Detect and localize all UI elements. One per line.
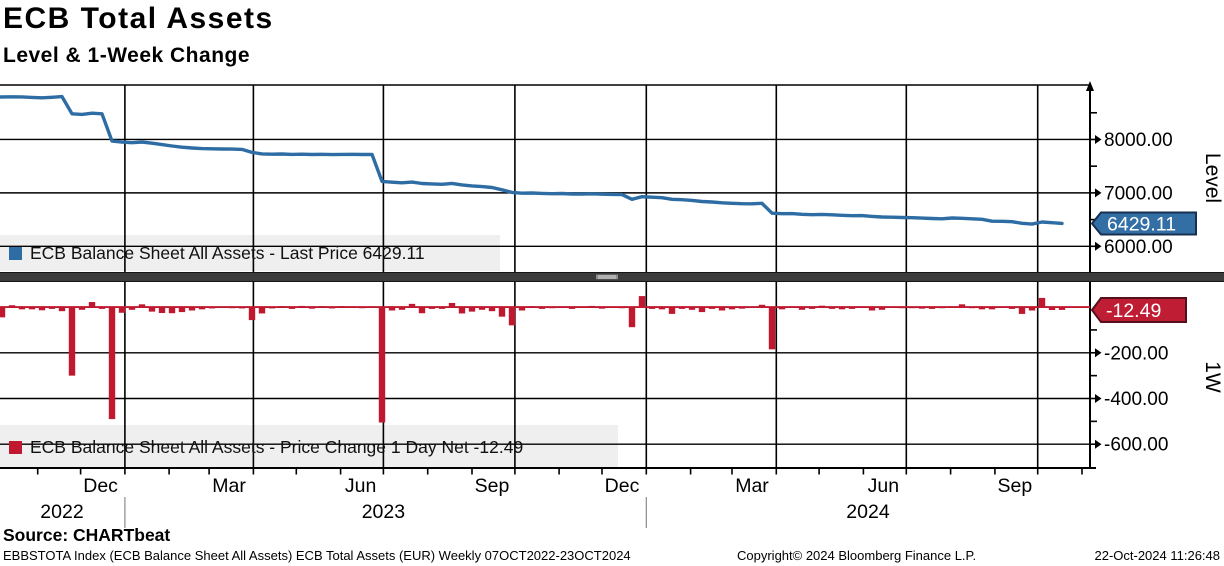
level-legend-swatch-icon (9, 247, 22, 260)
separator-drag-handle-icon[interactable] (596, 274, 618, 280)
change-axis-title: 1W (1201, 361, 1224, 393)
svg-text:Sep: Sep (475, 475, 510, 497)
footer-copyright: Copyright© 2024 Bloomberg Finance L.P. (737, 548, 977, 563)
svg-text:7000.00: 7000.00 (1104, 183, 1173, 204)
source-line: Source: CHARTbeat (3, 525, 171, 545)
bottom-axis-ticks: Dec Mar Jun Sep Dec Mar Jun Sep 2022 2023 2024 (36, 468, 1083, 528)
change-bars-series (0, 296, 1090, 423)
svg-text:Mar: Mar (735, 475, 769, 497)
svg-text:-200.00: -200.00 (1104, 343, 1168, 364)
level-badge: 6429.11 (1090, 211, 1197, 236)
change-legend: ECB Balance Sheet All Assets - Price Cha… (0, 427, 627, 467)
svg-text:Dec: Dec (605, 475, 640, 497)
svg-text:Jun: Jun (868, 475, 899, 497)
svg-text:Mar: Mar (212, 475, 246, 497)
level-badge-value: 6429.11 (1107, 214, 1176, 236)
svg-text:2024: 2024 (846, 501, 890, 523)
footer-security-info: EBBSTOTA Index (ECB Balance Sheet All As… (3, 548, 631, 563)
level-legend: ECB Balance Sheet All Assets - Last Pric… (0, 236, 509, 271)
svg-text:8000.00: 8000.00 (1104, 130, 1173, 151)
svg-text:Jun: Jun (345, 475, 376, 497)
right-axis-ticks: 8000.00 7000.00 6000.00 -200.00 -400.00 -600.… (1090, 111, 1173, 456)
change-legend-label: ECB Balance Sheet All Assets - Price Cha… (30, 436, 524, 457)
svg-text:-600.00: -600.00 (1104, 435, 1168, 456)
level-axis-title: Level (1201, 153, 1224, 203)
change-badge: -12.49 (1090, 297, 1187, 323)
page-title: ECB Total Assets (3, 2, 274, 35)
svg-text:6000.00: 6000.00 (1104, 237, 1173, 258)
svg-text:-400.00: -400.00 (1104, 389, 1168, 410)
svg-text:Dec: Dec (83, 475, 118, 497)
change-legend-swatch-icon (9, 440, 22, 454)
svg-text:2023: 2023 (362, 501, 405, 523)
level-legend-label: ECB Balance Sheet All Assets - Last Pric… (30, 243, 425, 263)
level-line-series (0, 94, 1064, 226)
change-badge-value: -12.49 (1106, 300, 1161, 322)
svg-text:2022: 2022 (40, 501, 83, 523)
footer-timestamp: 22-Oct-2024 11:26:48 (1094, 548, 1220, 563)
page-subtitle: Level & 1-Week Change (3, 44, 251, 67)
svg-text:Sep: Sep (998, 475, 1033, 497)
panel-separator (0, 272, 1224, 282)
